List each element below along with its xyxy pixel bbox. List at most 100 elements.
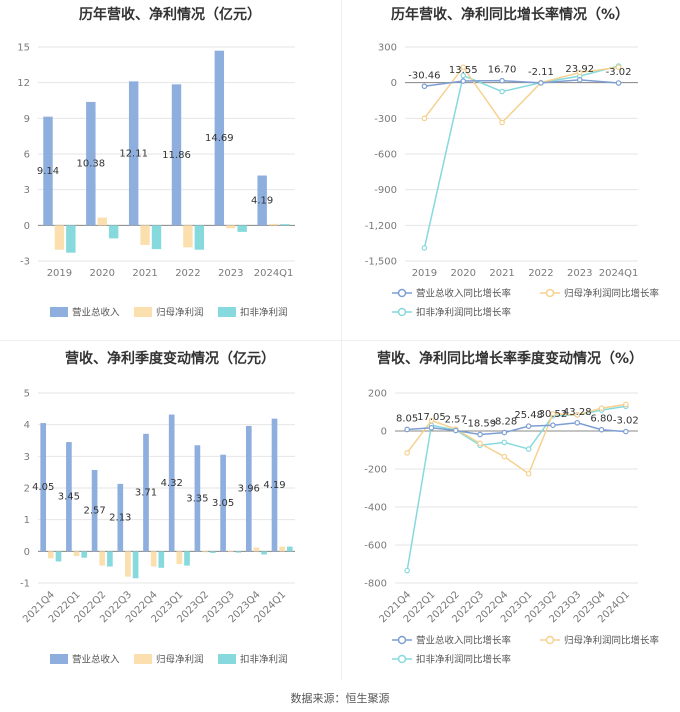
legend-label: 归母净利润同比增长率 — [564, 288, 660, 300]
data-label: -8.28 — [491, 417, 517, 428]
y-tick-label: 300 — [378, 43, 397, 54]
data-point — [598, 426, 605, 433]
data-label: 2.57 — [445, 415, 467, 426]
x-tick-label: 2022 — [175, 268, 200, 279]
data-point — [550, 422, 556, 429]
data-label: 2.57 — [83, 506, 105, 517]
bar — [237, 225, 247, 232]
data-label: 14.69 — [205, 133, 234, 144]
data-label: 4.05 — [32, 482, 54, 493]
data-label: 11.86 — [162, 150, 191, 161]
data-label: 4.19 — [251, 195, 273, 206]
data-label: 16.70 — [488, 65, 517, 76]
bar — [40, 423, 47, 552]
y-tick-label: -900 — [374, 185, 397, 196]
data-point — [525, 423, 532, 429]
y-tick-label: -3 — [20, 257, 30, 268]
bar — [286, 546, 293, 552]
bar — [171, 84, 182, 226]
x-tick-label: 2023 — [218, 268, 243, 279]
bar — [91, 469, 98, 552]
legend-label: 归母净利润 — [156, 307, 204, 319]
quarter-line-panel: 营收、净利同比增长率季度变动情况（%） -800 -600 -400 -200 0 200… — [340, 340, 680, 680]
data-point — [460, 64, 467, 71]
data-point — [460, 78, 467, 84]
bar — [235, 551, 242, 553]
data-label: -3.02 — [606, 67, 632, 78]
legend-label: 营业总收入 — [72, 654, 120, 666]
y-tick-label: 12 — [17, 78, 30, 89]
data-point — [499, 77, 505, 84]
bar — [279, 546, 285, 552]
bar — [227, 551, 234, 553]
y-tick-label: 1 — [24, 515, 30, 526]
data-point — [404, 567, 410, 574]
y-tick-label: 0 — [24, 547, 30, 558]
bar — [66, 225, 76, 253]
bar — [66, 442, 72, 552]
data-point — [428, 424, 435, 431]
bar — [117, 483, 124, 552]
bar — [245, 425, 252, 552]
bar — [108, 225, 119, 239]
series-line — [423, 65, 619, 124]
bar — [261, 551, 267, 555]
legend-swatch — [50, 307, 68, 317]
bar — [97, 217, 107, 226]
data-point — [525, 446, 532, 452]
y-tick-label: 9 — [24, 114, 30, 125]
y-tick-label: -1,200 — [365, 221, 397, 232]
legend-label: 扣非净利润 — [240, 654, 288, 666]
bar — [271, 418, 278, 552]
data-label: 13.55 — [449, 65, 478, 76]
bar — [55, 551, 62, 562]
bar — [43, 116, 53, 226]
legend-label: 营业总收入同比增长率 — [416, 635, 512, 647]
x-tick-label: 2019 — [412, 268, 437, 279]
data-point — [460, 72, 467, 79]
legend-label: 归母净利润 — [156, 654, 204, 666]
data-label: -18.59 — [464, 419, 496, 430]
y-tick-label: -800 — [364, 579, 387, 590]
data-label: 9.14 — [37, 166, 59, 177]
bar — [257, 175, 267, 226]
bar — [143, 433, 149, 552]
y-tick-label: 0 — [391, 78, 397, 89]
data-point — [598, 405, 605, 412]
bar — [128, 81, 139, 226]
y-tick-label: 2 — [24, 484, 30, 495]
chart-title: 营收、净利同比增长率季度变动情况（%） — [376, 351, 644, 367]
series-line — [406, 405, 626, 571]
series-line — [406, 403, 626, 475]
bar — [107, 551, 113, 567]
legend-label: 归母净利润同比增长率 — [564, 635, 660, 647]
series-line — [424, 79, 619, 88]
annual-line-panel: 历年营收、净利同比增长率情况（%） -1,500 -1,200 -900 -600 -3… — [340, 0, 680, 340]
bar — [158, 551, 165, 568]
legend-swatch — [134, 654, 152, 664]
data-point — [576, 69, 583, 76]
bar — [150, 551, 157, 567]
x-tick-label: 2021 — [489, 268, 514, 279]
y-tick-label: -600 — [364, 541, 387, 552]
data-point — [421, 115, 428, 122]
legend-label: 营业总收入同比增长率 — [416, 288, 512, 300]
data-point — [615, 64, 622, 71]
bar — [209, 551, 216, 553]
x-tick-label: 2020 — [451, 268, 476, 279]
data-label: 3.45 — [58, 492, 80, 503]
data-label: 10.38 — [77, 159, 106, 170]
data-point — [499, 119, 505, 126]
legend-label: 扣非净利润同比增长率 — [416, 307, 512, 319]
y-tick-label: 0 — [381, 427, 387, 438]
legend-swatch — [218, 654, 236, 664]
data-point — [477, 440, 483, 447]
bar — [184, 551, 190, 566]
legend-marker — [545, 635, 555, 645]
bar — [125, 551, 131, 577]
y-tick-label: 5 — [24, 389, 30, 400]
bar — [280, 224, 290, 226]
bar — [183, 225, 193, 248]
bar — [151, 225, 162, 250]
data-point — [501, 453, 508, 460]
